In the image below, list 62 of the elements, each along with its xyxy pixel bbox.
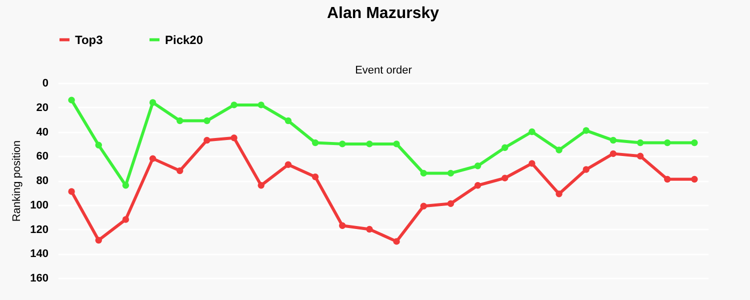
point: [312, 139, 319, 146]
point: [420, 170, 427, 177]
point: [176, 167, 184, 174]
y-tick-label: 80: [36, 175, 48, 187]
point: [447, 170, 454, 177]
x-axis-title: Event order: [355, 64, 412, 76]
y-tick-label: 120: [30, 224, 48, 236]
point: [420, 202, 427, 210]
point: [636, 139, 644, 146]
y-tick-label: 160: [30, 272, 48, 284]
chart-title: Alan Mazursky: [326, 5, 440, 22]
point: [502, 174, 508, 182]
point: [122, 216, 130, 223]
y-tick-label: 20: [36, 102, 48, 114]
point: [556, 146, 562, 154]
y-tick-label: 100: [30, 199, 48, 212]
point: [204, 117, 210, 124]
point: [528, 128, 536, 136]
point: [474, 162, 482, 170]
point: [691, 139, 698, 146]
point: [691, 176, 698, 183]
point: [610, 136, 617, 144]
point: [610, 150, 617, 158]
point: [149, 155, 156, 162]
point: [664, 176, 671, 183]
point: [284, 161, 292, 168]
point: [68, 96, 75, 104]
point: [312, 173, 319, 180]
point: [556, 190, 562, 198]
legend-label: Top3: [75, 32, 104, 47]
point: [582, 166, 590, 173]
point: [284, 117, 292, 124]
point: [176, 117, 184, 124]
point: [204, 136, 210, 144]
point: [582, 127, 590, 134]
point: [447, 200, 454, 208]
point: [68, 188, 75, 195]
point: [474, 182, 482, 189]
legend-label: Pick20: [165, 32, 204, 47]
point: [258, 102, 264, 108]
point: [528, 160, 536, 167]
point: [95, 142, 102, 149]
point: [393, 238, 400, 245]
y-tick-label: 40: [36, 126, 48, 138]
point: [149, 99, 156, 106]
point: [664, 139, 671, 146]
point: [393, 140, 400, 148]
point: [339, 140, 346, 148]
point: [636, 152, 644, 160]
point: [258, 182, 264, 189]
point: [502, 144, 508, 151]
point: [95, 236, 102, 244]
point: [366, 140, 373, 148]
point: [230, 134, 238, 142]
y-tick-label: 60: [36, 150, 48, 163]
y-axis-title: Ranking position: [11, 140, 24, 222]
point: [122, 182, 130, 189]
point: [339, 222, 346, 229]
point: [366, 226, 373, 233]
y-tick-label: 140: [30, 248, 48, 260]
y-tick-label: 0: [42, 78, 48, 90]
point: [230, 102, 238, 108]
